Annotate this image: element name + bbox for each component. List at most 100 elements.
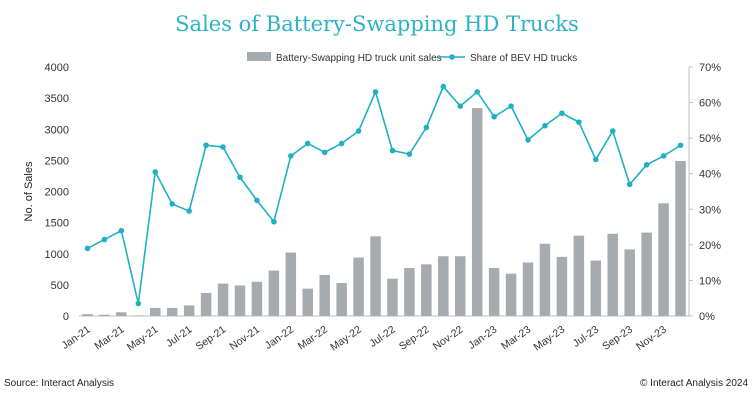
- x-tick-label: Sep-23: [600, 323, 635, 352]
- source-note: Source: Interact Analysis: [4, 378, 115, 389]
- x-tick-label: Nov-22: [431, 323, 466, 352]
- chart-title: Sales of Battery-Swapping HD Trucks: [175, 12, 579, 36]
- legend-bar-swatch: [247, 52, 271, 61]
- share-point: [84, 245, 91, 252]
- y2-tick-label: 70%: [699, 62, 721, 74]
- x-tick-label: Mar-21: [92, 323, 126, 352]
- x-tick-label: Jul-22: [367, 323, 397, 349]
- share-point: [101, 236, 108, 243]
- share-point: [609, 128, 616, 134]
- x-tick-label: May-21: [125, 323, 161, 353]
- share-point: [593, 156, 599, 163]
- share-point: [355, 128, 362, 134]
- bar: [675, 160, 686, 316]
- bar: [183, 305, 195, 316]
- x-tick-label: Mar-23: [499, 323, 533, 352]
- bar: [82, 314, 93, 316]
- share-point: [626, 181, 633, 188]
- x-tick-label: Mar-22: [296, 323, 330, 352]
- y-tick-label: 1500: [45, 218, 69, 230]
- share-point: [423, 124, 430, 131]
- share-point: [254, 197, 260, 204]
- share-point: [304, 140, 311, 147]
- legend-line-label: Share of BEV HD trucks: [470, 53, 577, 64]
- bar: [149, 307, 161, 316]
- bar: [556, 256, 568, 316]
- y2-tick-label: 0%: [699, 311, 715, 323]
- x-tick-label: Nov-23: [634, 323, 669, 352]
- y2-tick-label: 60%: [699, 98, 721, 110]
- x-tick-label: May-23: [532, 323, 568, 353]
- y2-tick-label: 20%: [699, 240, 721, 252]
- x-tick-label: Jul-21: [164, 323, 194, 349]
- share-point: [457, 103, 464, 109]
- bar: [217, 283, 229, 316]
- bar: [319, 274, 330, 316]
- bar: [302, 288, 314, 316]
- share-point: [474, 89, 480, 95]
- share-point: [169, 201, 175, 207]
- share-point: [389, 147, 396, 154]
- x-tick-label: Nov-21: [227, 323, 262, 352]
- y2-tick-label: 50%: [699, 133, 721, 145]
- y2-tick-label: 40%: [699, 169, 721, 181]
- y2-tick-label: 30%: [699, 204, 721, 216]
- share-point: [118, 227, 125, 234]
- x-tick-label: Sep-22: [397, 323, 432, 352]
- y-tick-label: 2000: [45, 187, 69, 199]
- bar: [166, 307, 178, 316]
- share-point: [542, 122, 548, 129]
- share-point: [321, 149, 328, 156]
- bar: [251, 281, 263, 316]
- bar: [421, 264, 432, 316]
- y2-tick-label: 10%: [699, 275, 721, 287]
- bar: [590, 260, 602, 316]
- share-point: [186, 208, 192, 214]
- share-point: [406, 151, 413, 157]
- bar: [353, 257, 364, 316]
- y-tick-label: 3000: [45, 124, 69, 136]
- share-point: [660, 153, 667, 159]
- share-point: [203, 142, 209, 149]
- bar: [607, 233, 619, 316]
- y-tick-label: 2500: [45, 155, 69, 167]
- bar: [573, 235, 585, 316]
- bar: [539, 243, 551, 316]
- bar: [387, 278, 398, 316]
- bar: [641, 232, 652, 316]
- share-point: [152, 169, 159, 175]
- share-point: [508, 103, 514, 109]
- share-point: [677, 142, 684, 149]
- x-tick-label: Jul-23: [571, 323, 601, 349]
- x-tick-label: Jan-21: [59, 323, 92, 351]
- bar: [488, 268, 500, 316]
- bar: [285, 252, 297, 316]
- y-tick-label: 1000: [45, 249, 69, 261]
- bar: [200, 292, 212, 316]
- bar: [505, 273, 517, 316]
- share-line: [87, 85, 681, 304]
- legend-line-marker: [449, 54, 455, 60]
- share-point: [525, 137, 531, 143]
- bar: [471, 108, 483, 317]
- share-point: [491, 114, 497, 120]
- share-point: [559, 110, 565, 117]
- share-point: [237, 174, 243, 181]
- bar: [336, 283, 347, 316]
- y-axis-label: No. of Sales: [23, 161, 35, 221]
- bar: [116, 312, 127, 316]
- bar: [268, 270, 280, 316]
- x-tick-label: Sep-21: [194, 323, 229, 352]
- y-tick-label: 0: [63, 311, 69, 323]
- share-point: [576, 119, 582, 125]
- x-tick-label: May-22: [328, 323, 364, 353]
- bar: [438, 256, 449, 316]
- share-point: [338, 140, 345, 147]
- x-tick-label: Jan-22: [263, 323, 296, 351]
- bar: [133, 315, 144, 316]
- bar: [234, 285, 246, 316]
- bar: [658, 203, 669, 316]
- bar: [454, 256, 466, 316]
- share-point: [271, 218, 277, 225]
